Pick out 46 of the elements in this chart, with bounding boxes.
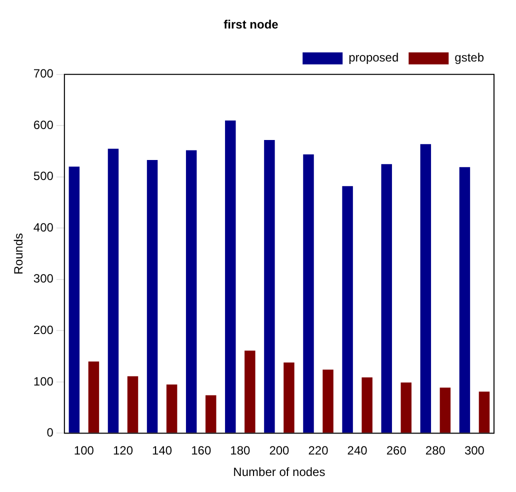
bar bbox=[244, 350, 256, 433]
x-tick-label: 200 bbox=[269, 444, 290, 458]
bar bbox=[342, 186, 353, 433]
y-tick-label: 700 bbox=[33, 66, 54, 81]
y-tick-label: 200 bbox=[33, 323, 54, 337]
x-axis-title: Number of nodes bbox=[233, 465, 326, 480]
x-tick-label: 160 bbox=[191, 444, 212, 458]
x-tick-label: 220 bbox=[308, 444, 329, 458]
y-tick-label: 600 bbox=[33, 118, 54, 132]
legend-label: gsteb bbox=[454, 50, 484, 65]
x-tick-label: 100 bbox=[74, 444, 94, 458]
x-tick-label: 180 bbox=[230, 444, 250, 458]
y-tick-label: 400 bbox=[33, 220, 54, 234]
bar bbox=[459, 167, 470, 433]
bar bbox=[108, 148, 119, 433]
x-tick-label: 240 bbox=[347, 444, 368, 458]
bar bbox=[127, 376, 138, 433]
bar bbox=[264, 140, 275, 433]
bar bbox=[303, 154, 314, 433]
bar bbox=[206, 395, 216, 433]
y-axis-title: Rounds bbox=[12, 233, 26, 274]
y-tick-label: 500 bbox=[33, 169, 54, 184]
legend-label: proposed bbox=[348, 50, 399, 65]
x-tick-label: 280 bbox=[425, 444, 446, 458]
bar bbox=[362, 377, 372, 433]
y-tick-label: 100 bbox=[33, 374, 54, 388]
y-tick-label: 300 bbox=[33, 272, 54, 286]
bar bbox=[440, 388, 451, 433]
bar bbox=[381, 164, 392, 433]
bar bbox=[186, 150, 197, 433]
bar bbox=[88, 361, 100, 433]
x-tick-label: 140 bbox=[152, 444, 172, 458]
bar bbox=[420, 144, 432, 433]
bar bbox=[166, 384, 178, 433]
bar bbox=[478, 392, 490, 433]
bar bbox=[322, 370, 334, 433]
bar bbox=[284, 362, 294, 433]
chart-title: first node bbox=[224, 18, 279, 32]
bar bbox=[225, 120, 236, 433]
x-tick-label: 260 bbox=[386, 444, 407, 458]
y-tick-label: 0 bbox=[46, 426, 54, 440]
bar bbox=[146, 160, 158, 433]
x-tick-label: 300 bbox=[464, 444, 485, 458]
x-tick-label: 120 bbox=[112, 444, 134, 458]
bar bbox=[68, 166, 80, 433]
bar bbox=[400, 382, 412, 433]
